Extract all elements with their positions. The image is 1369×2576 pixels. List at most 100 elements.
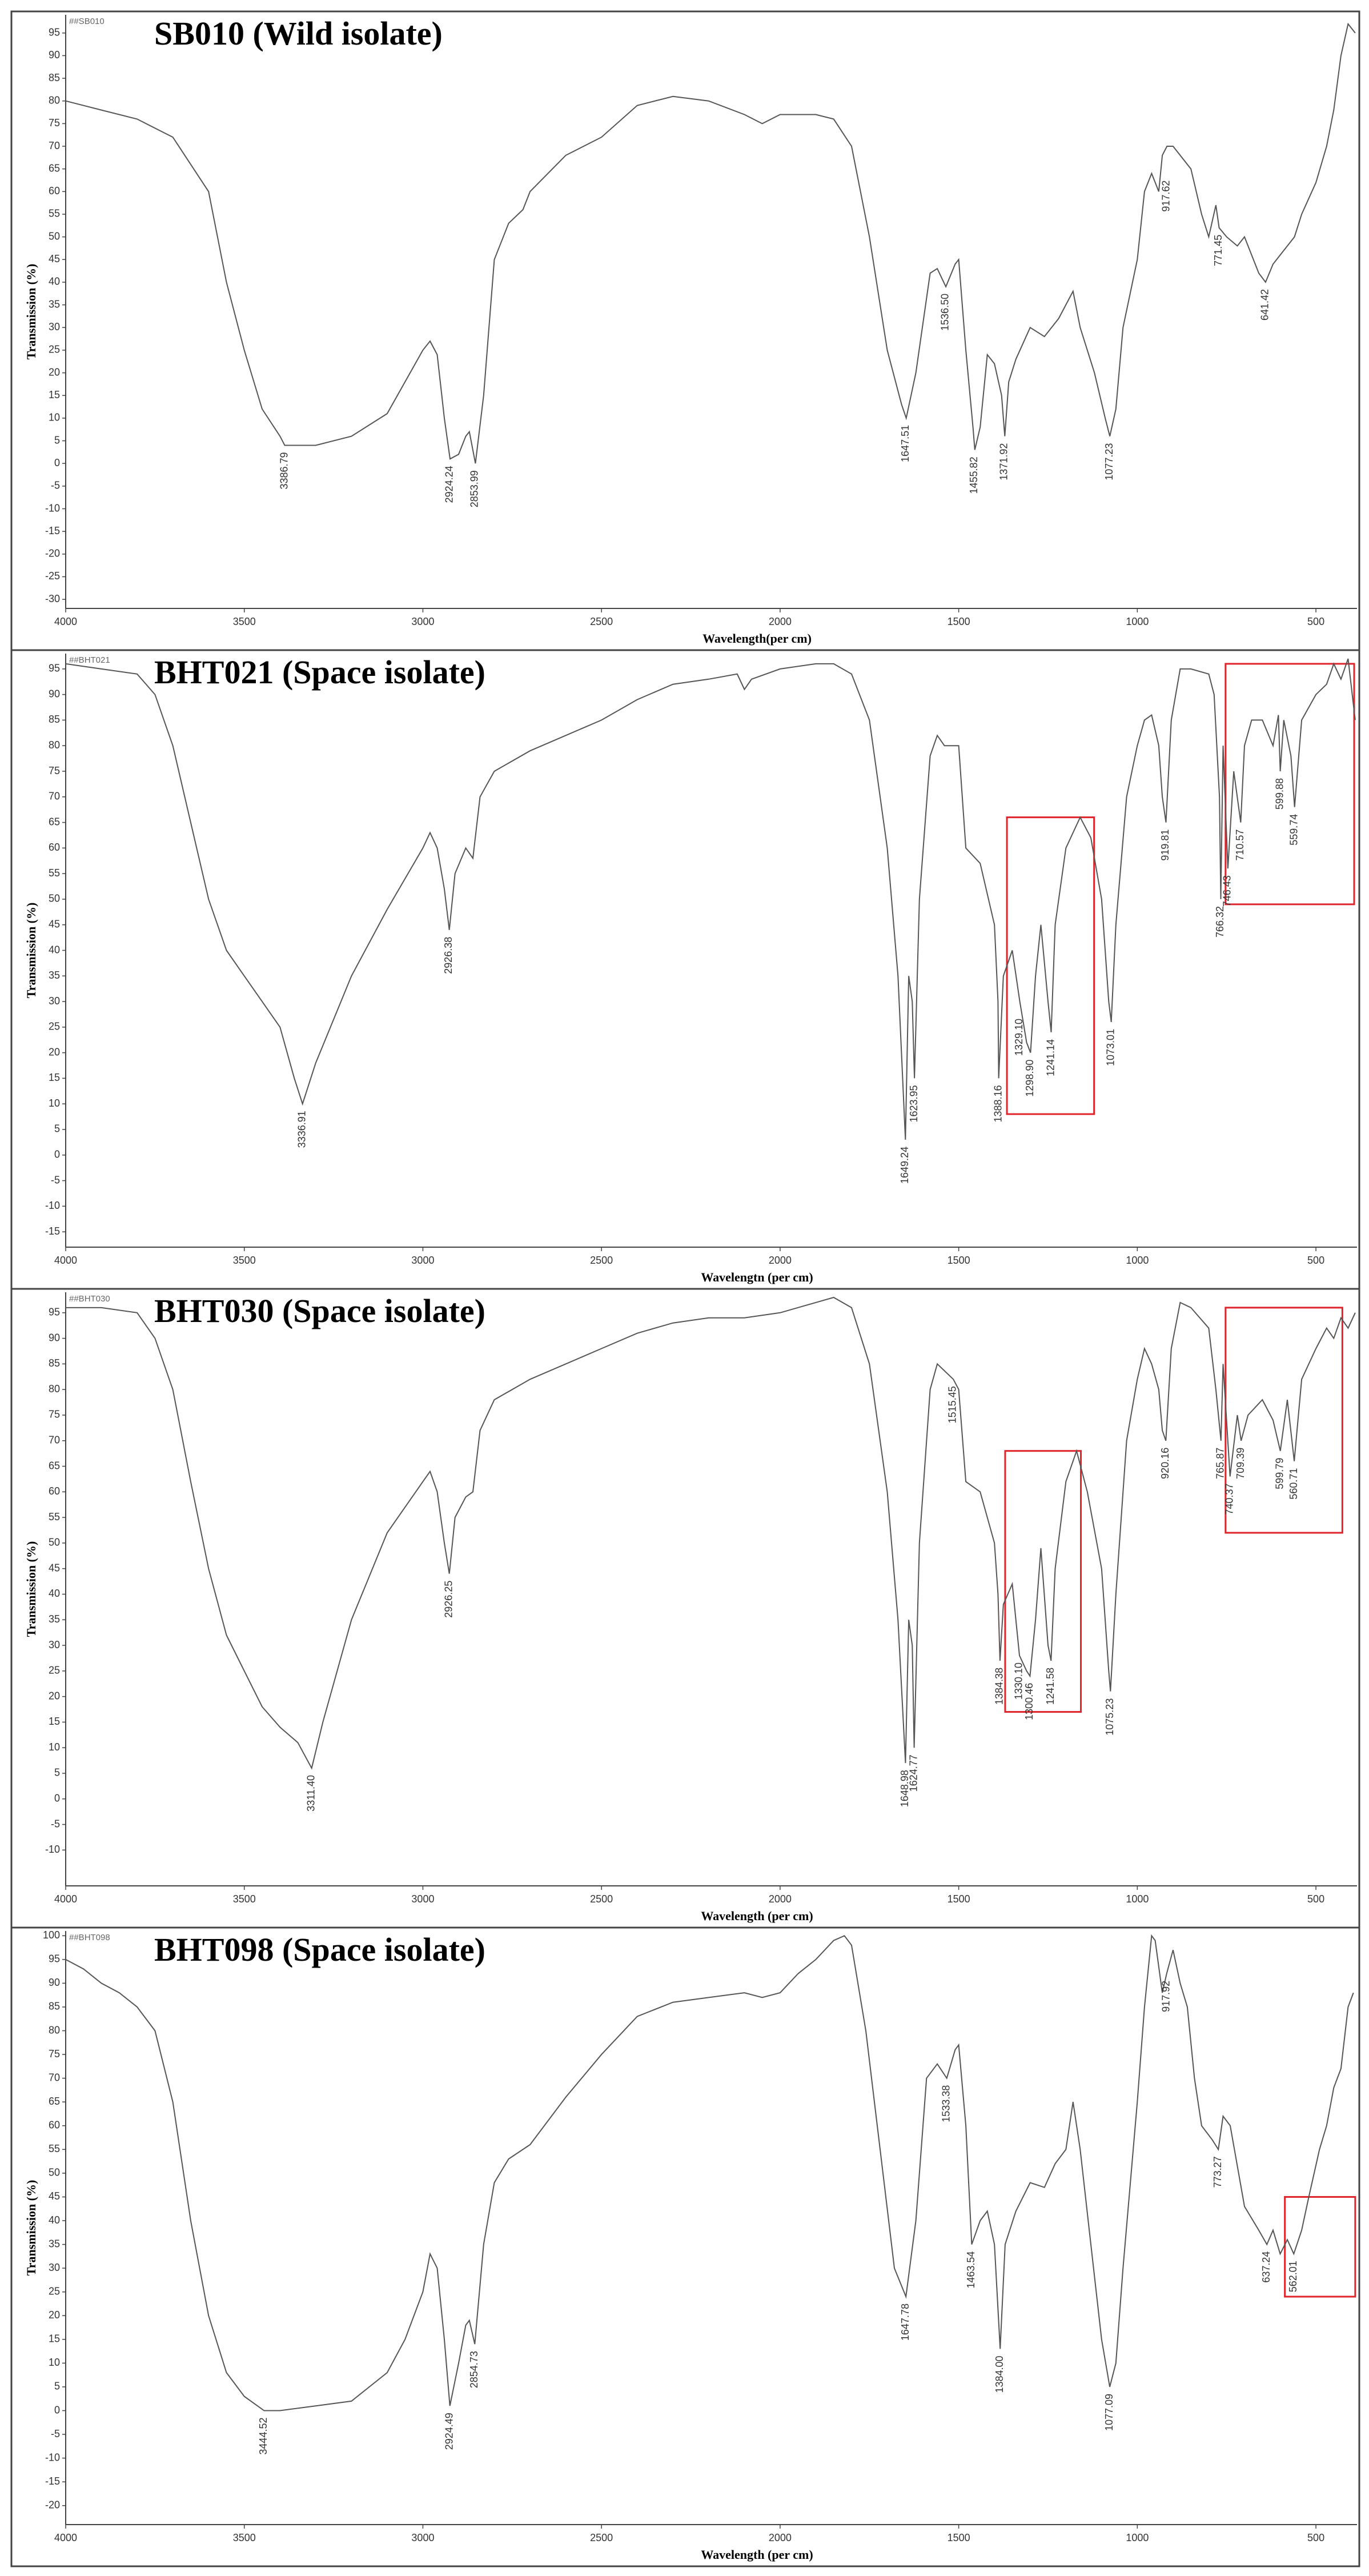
y-tick-label: 30 <box>49 2262 60 2273</box>
y-tick-label: 30 <box>49 321 60 332</box>
highlight-box <box>1004 1450 1082 1713</box>
y-tick-label: 20 <box>49 1690 60 1701</box>
peak-label: 1388.16 <box>992 1085 1003 1122</box>
y-tick-label: 55 <box>49 208 60 219</box>
spectrum-line <box>66 1296 1356 1770</box>
peak-label: 1623.95 <box>908 1085 920 1122</box>
y-tick-label: 5 <box>54 2381 60 2392</box>
peak-label: 3336.91 <box>296 1111 307 1148</box>
peak-label: 2924.24 <box>444 466 455 503</box>
y-tick-label: 25 <box>49 1021 60 1032</box>
y-tick-label: 30 <box>49 1639 60 1650</box>
y-tick-label: 80 <box>49 739 60 751</box>
x-tick-label: 2500 <box>590 616 613 627</box>
peak-label: 1455.82 <box>968 456 979 494</box>
y-tick-label: 25 <box>49 1665 60 1676</box>
y-tick-label: -15 <box>45 2475 60 2487</box>
y-tick-label: 10 <box>49 1741 60 1753</box>
x-tick-label: 3000 <box>411 616 434 627</box>
y-tick-label: 45 <box>49 1562 60 1573</box>
y-tick-label: -15 <box>45 525 60 536</box>
x-tick-label: 500 <box>1307 2532 1324 2543</box>
y-tick-label: 40 <box>49 944 60 955</box>
y-tick-label: 55 <box>49 2143 60 2154</box>
y-tick-label: 50 <box>49 893 60 904</box>
peak-label: 1300.46 <box>1023 1683 1035 1720</box>
x-tick-label: 2500 <box>590 1255 613 1266</box>
y-axis-title: Transmission (%) <box>24 903 38 999</box>
y-tick-label: 95 <box>49 1307 60 1318</box>
panel: -30 -25 -20 -15 -10 -5 0 5 10 15 20 25 30 35 40 45 50 55 6… <box>10 10 1360 651</box>
y-tick-label: 10 <box>49 2357 60 2368</box>
peak-label: 599.88 <box>1274 778 1285 810</box>
peak-label: 560.71 <box>1288 1468 1299 1500</box>
x-tick-label: 1500 <box>948 616 970 627</box>
y-tick-label: 65 <box>49 162 60 174</box>
y-tick-label: 75 <box>49 2048 60 2060</box>
y-tick-label: 75 <box>49 1409 60 1420</box>
peak-label: 1533.38 <box>940 2085 952 2122</box>
peak-label: 1298.90 <box>1024 1060 1035 1097</box>
y-axis-title: Transmission (%) <box>24 2180 38 2276</box>
x-tick-label: 4000 <box>54 1255 77 1266</box>
peak-label: 773.27 <box>1212 2156 1223 2188</box>
peak-label: 1463.54 <box>965 2252 977 2289</box>
y-tick-label: 60 <box>49 1485 60 1497</box>
spectrum-line <box>65 1934 1354 2411</box>
peak-label: 1515.45 <box>947 1386 958 1423</box>
peak-label: 740.37 <box>1223 1483 1235 1515</box>
x-tick-label: 1500 <box>948 1893 970 1905</box>
y-tick-label: 0 <box>54 1792 60 1804</box>
y-tick-label: 5 <box>54 434 60 446</box>
y-tick-label: 40 <box>49 1588 60 1599</box>
y-tick-label: 0 <box>54 2404 60 2415</box>
y-tick-label: 80 <box>49 1383 60 1395</box>
y-tick-label: 75 <box>49 765 60 776</box>
highlight-box <box>1225 663 1355 906</box>
panel: -15 -10 -5 0 5 10 15 20 25 30 35 40 45 50 55 60 65 70 75 80… <box>10 649 1360 1290</box>
x-tick-label: 500 <box>1307 616 1324 627</box>
y-tick-label: 20 <box>49 1046 60 1057</box>
peak-label: 3444.52 <box>258 2418 269 2455</box>
x-tick-label: 4000 <box>54 2532 77 2543</box>
peak-label: 1624.77 <box>908 1754 919 1792</box>
peak-label: 1241.58 <box>1045 1668 1056 1705</box>
file-label: ##BHT021 <box>69 655 110 665</box>
y-tick-label: 90 <box>49 688 60 699</box>
y-tick-label: -10 <box>45 2451 60 2463</box>
y-tick-label: 70 <box>49 791 60 802</box>
peak-label: 1073.01 <box>1105 1029 1116 1066</box>
y-tick-label: 85 <box>49 1357 60 1369</box>
x-tick-label: 4000 <box>54 616 77 627</box>
peak-label: 1077.09 <box>1103 2394 1115 2431</box>
file-label: ##SB010 <box>69 17 105 26</box>
y-tick-label: 90 <box>49 1332 60 1343</box>
y-tick-label: 60 <box>49 842 60 853</box>
peak-label: 1647.51 <box>900 425 911 462</box>
x-tick-label: 3000 <box>411 1893 434 1905</box>
panel: -20 -15 -10 -5 0 5 10 15 20 25 30 35 40 45 50 55 60 65 70 7… <box>10 1926 1360 2567</box>
y-tick-label: 30 <box>49 995 60 1007</box>
y-tick-label: 35 <box>49 1613 60 1625</box>
panel: -10 -5 0 5 10 15 20 25 30 35 40 45 50 55 60 65 70 75 80 85 9… <box>10 1288 1360 1929</box>
y-tick-label: -10 <box>45 1200 60 1211</box>
x-tick-label: 2500 <box>590 2532 613 2543</box>
y-tick-label: 65 <box>49 816 60 827</box>
panel-frame <box>10 10 1360 651</box>
y-tick-label: 10 <box>49 412 60 423</box>
x-tick-label: 2000 <box>769 1893 792 1905</box>
peak-label: 2926.25 <box>443 1581 454 1618</box>
y-axis-title: Transmission (%) <box>24 1541 38 1637</box>
peak-label: 1371.92 <box>998 443 1009 480</box>
x-tick-label: 500 <box>1307 1255 1324 1266</box>
peak-label: 637.24 <box>1260 2252 1272 2283</box>
y-tick-label: 15 <box>49 1072 60 1083</box>
y-tick-label: 85 <box>49 714 60 725</box>
y-tick-label: 70 <box>49 2072 60 2083</box>
y-tick-label: 55 <box>49 867 60 879</box>
chart-title: SB010 (Wild isolate) <box>154 15 443 52</box>
y-tick-label: 70 <box>49 140 60 151</box>
y-tick-label: 25 <box>49 2285 60 2297</box>
y-tick-label: 0 <box>54 457 60 468</box>
x-tick-label: 1000 <box>1126 2532 1149 2543</box>
